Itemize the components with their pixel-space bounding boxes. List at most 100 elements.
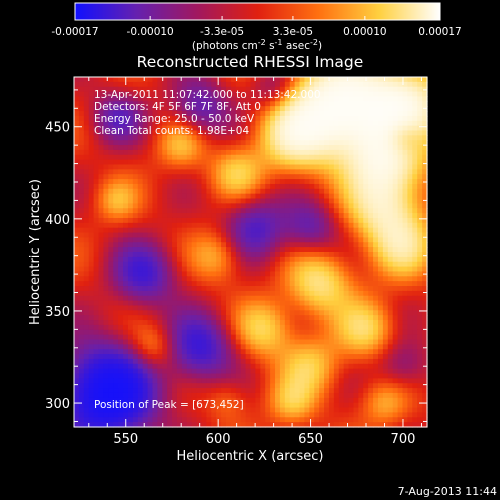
heatmap-cell xyxy=(142,125,149,132)
heatmap-cell xyxy=(294,320,301,326)
heatmap-cell xyxy=(137,363,144,370)
heatmap-cell xyxy=(157,188,163,195)
heatmap-cell xyxy=(221,77,227,83)
heatmap-cell xyxy=(137,378,144,384)
heatmap-cell xyxy=(304,247,310,253)
heatmap-cell xyxy=(309,290,315,297)
heatmap-cell xyxy=(83,242,90,248)
heatmap-cell xyxy=(152,261,158,268)
heatmap-cell xyxy=(363,329,369,336)
heatmap-cell xyxy=(167,354,173,360)
heatmap-cell xyxy=(314,334,320,341)
heatmap-cell xyxy=(309,354,315,360)
heatmap-cell xyxy=(118,383,124,389)
heatmap-cell xyxy=(314,159,320,166)
heatmap-cell xyxy=(181,125,188,132)
heatmap-cell xyxy=(333,388,340,394)
heatmap-cell xyxy=(127,208,134,214)
heatmap-cell xyxy=(309,300,315,307)
heatmap-cell xyxy=(191,358,198,365)
heatmap-cell xyxy=(225,213,232,219)
heatmap-cell xyxy=(221,252,227,258)
heatmap-cell xyxy=(216,378,222,384)
heatmap-cell xyxy=(167,217,173,224)
heatmap-cell xyxy=(275,329,281,336)
heatmap-cell xyxy=(74,324,80,331)
heatmap-cell xyxy=(216,111,222,117)
heatmap-cell xyxy=(358,242,364,248)
heatmap-cell xyxy=(343,266,350,273)
heatmap-cell xyxy=(358,271,364,277)
heatmap-cell xyxy=(422,378,428,384)
heatmap-cell xyxy=(216,169,222,175)
heatmap-cell xyxy=(348,358,355,365)
heatmap-cell xyxy=(176,188,183,195)
heatmap-cell xyxy=(127,203,134,209)
heatmap-cell xyxy=(176,281,183,287)
heatmap-cell xyxy=(328,388,335,394)
heatmap-cell xyxy=(167,373,173,379)
heatmap-cell xyxy=(98,329,105,336)
heatmap-cell xyxy=(275,77,281,83)
heatmap-cell xyxy=(343,242,350,248)
heatmap-cell xyxy=(343,179,350,185)
heatmap-cell xyxy=(201,208,207,214)
heatmap-cell xyxy=(245,174,252,180)
heatmap-cell xyxy=(191,378,198,384)
heatmap-cell xyxy=(412,373,418,379)
heatmap-cell xyxy=(338,101,345,107)
heatmap-cell xyxy=(206,329,212,336)
heatmap-cell xyxy=(348,237,355,243)
heatmap-cell xyxy=(157,198,163,204)
heatmap-cell xyxy=(132,203,139,209)
heatmap-cell xyxy=(353,125,359,132)
heatmap-cell xyxy=(333,310,340,316)
heatmap-cell xyxy=(245,86,252,93)
heatmap-cell xyxy=(83,130,90,136)
heatmap-cell xyxy=(137,193,144,200)
heatmap-cell xyxy=(196,213,203,219)
heatmap-cell xyxy=(294,363,301,370)
heatmap-cell xyxy=(132,354,139,360)
heatmap-cell xyxy=(373,96,379,102)
heatmap-cell xyxy=(250,402,257,409)
heatmap-cell xyxy=(162,300,168,307)
heatmap-cell xyxy=(83,154,90,161)
heatmap-cell xyxy=(363,310,369,316)
heatmap-cell xyxy=(397,227,404,234)
heatmap-cell xyxy=(319,169,325,175)
heatmap-cell xyxy=(196,310,203,316)
heatmap-cell xyxy=(216,159,222,166)
heatmap-cell xyxy=(88,106,95,112)
heatmap-cell xyxy=(206,198,212,204)
heatmap-cell xyxy=(235,179,242,185)
heatmap-cell xyxy=(417,106,423,112)
heatmap-cell xyxy=(294,227,301,234)
heatmap-cell xyxy=(422,339,428,345)
heatmap-cell xyxy=(275,145,281,151)
heatmap-cell xyxy=(108,349,114,355)
heatmap-cell xyxy=(127,135,134,141)
heatmap-cell xyxy=(157,247,163,253)
heatmap-cell xyxy=(397,358,404,365)
heatmap-cell xyxy=(265,198,271,204)
heatmap-cell xyxy=(319,101,325,107)
heatmap-cell xyxy=(142,242,149,248)
heatmap-cell xyxy=(368,358,374,365)
heatmap-cell xyxy=(279,305,286,311)
heatmap-cell xyxy=(407,188,413,195)
heatmap-cell xyxy=(211,232,217,239)
heatmap-cell xyxy=(382,373,389,379)
heatmap-cell xyxy=(74,217,80,224)
heatmap-cell xyxy=(206,397,212,404)
heatmap-cell xyxy=(422,91,428,98)
heatmap-cell xyxy=(83,256,90,263)
heatmap-cell xyxy=(118,149,124,156)
heatmap-cell xyxy=(284,407,291,414)
heatmap-cell xyxy=(127,81,134,88)
heatmap-cell xyxy=(123,188,129,195)
heatmap-cell xyxy=(255,334,261,341)
heatmap-cell xyxy=(108,383,114,389)
heatmap-cell xyxy=(289,96,296,102)
heatmap-cell xyxy=(348,329,355,336)
